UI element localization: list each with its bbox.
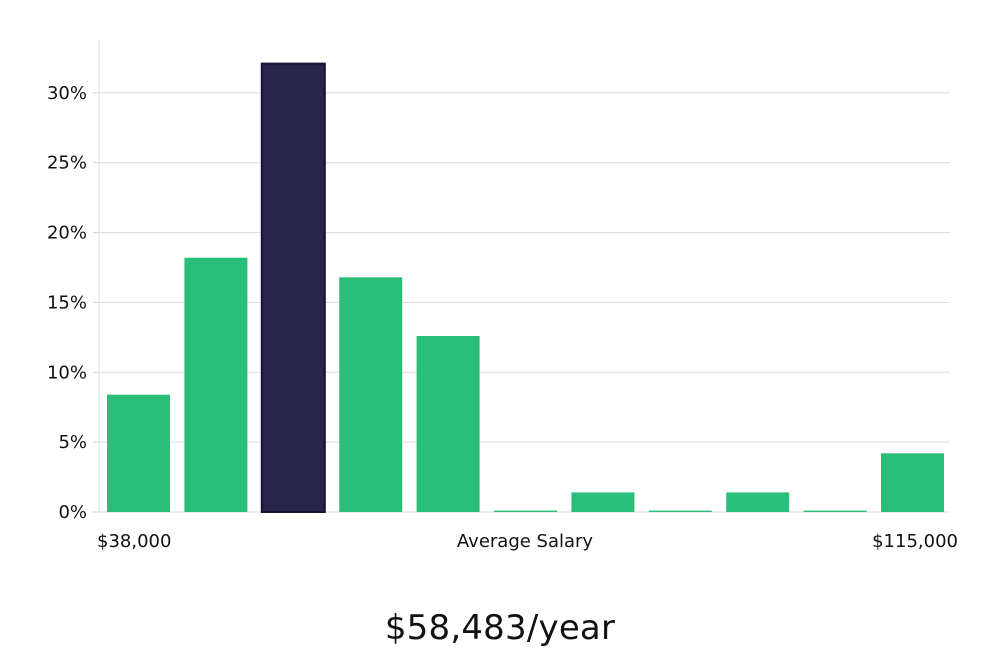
bar-8	[726, 492, 790, 512]
ytick-label-0: 0%	[58, 502, 87, 523]
ytick-label-30: 30%	[47, 83, 87, 104]
bar-4	[416, 336, 480, 512]
average-salary-value: $58,483/year	[384, 608, 616, 648]
bar-3	[339, 277, 403, 512]
ytick-label-10: 10%	[47, 362, 87, 383]
y-axis-ticks: 0% 5% 10% 15% 20% 25% 30%	[47, 83, 99, 523]
x-axis-title: Average Salary	[457, 531, 594, 552]
ytick-label-25: 25%	[47, 153, 87, 174]
x-axis-max-label: $115,000	[872, 531, 958, 552]
bar-7	[648, 510, 712, 512]
bar-9	[803, 510, 867, 512]
bar-10	[881, 453, 944, 512]
ytick-label-5: 5%	[58, 432, 87, 453]
bar-highlighted-2	[260, 62, 326, 513]
bar-5	[494, 510, 557, 512]
bar-1	[184, 257, 248, 512]
bars	[107, 62, 944, 513]
salary-distribution-chart: 0% 5% 10% 15% 20% 25% 30% $38,000 Average Sala…	[47, 40, 958, 552]
x-axis-min-label: $38,000	[97, 531, 171, 552]
bar-6	[571, 492, 635, 512]
ytick-label-15: 15%	[47, 292, 87, 313]
ytick-label-20: 20%	[47, 223, 87, 244]
bar-0	[107, 394, 170, 512]
